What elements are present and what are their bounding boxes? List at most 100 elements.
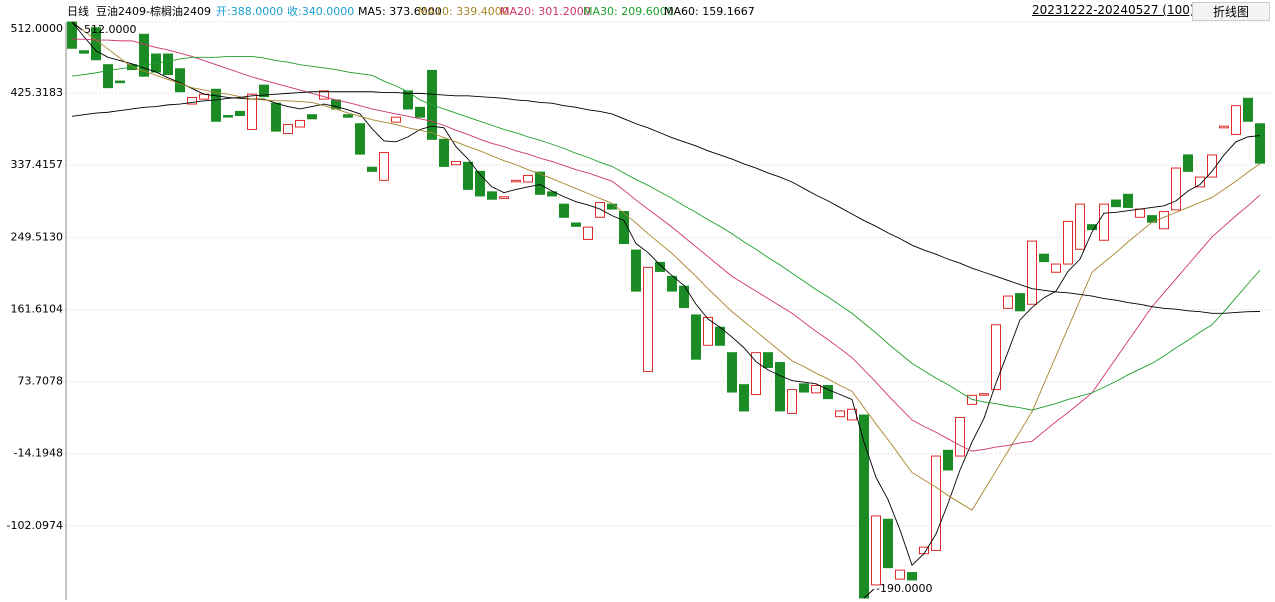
close-label: 收:340.0000 bbox=[287, 4, 354, 18]
candle bbox=[643, 266, 653, 373]
y-tick-label: -102.0974 bbox=[7, 519, 63, 532]
candle bbox=[391, 116, 401, 123]
candle bbox=[1135, 208, 1145, 218]
candle bbox=[1123, 193, 1133, 208]
candle bbox=[955, 416, 965, 457]
candle bbox=[727, 352, 737, 393]
candle bbox=[415, 106, 425, 118]
date-range: 20231222-20240527 (100) bbox=[1032, 3, 1195, 17]
candle bbox=[703, 316, 713, 346]
candle bbox=[691, 314, 701, 360]
candle bbox=[1003, 295, 1013, 309]
ma-label: MA10: 339.4000 bbox=[418, 5, 509, 18]
candle bbox=[403, 90, 413, 110]
candle bbox=[655, 261, 665, 272]
ma-line bbox=[71, 21, 1261, 566]
candle bbox=[535, 171, 545, 195]
candle bbox=[799, 383, 809, 393]
symbol: 豆油2409-棕榈油2409 bbox=[96, 4, 211, 18]
candle bbox=[907, 572, 917, 581]
candle bbox=[679, 285, 689, 309]
candle bbox=[1051, 263, 1061, 273]
candle bbox=[811, 384, 821, 394]
candle bbox=[1099, 203, 1109, 241]
ma-line bbox=[71, 21, 1261, 511]
candle bbox=[79, 50, 89, 54]
candle bbox=[187, 96, 197, 105]
candle bbox=[367, 166, 377, 172]
y-tick-label: 249.5130 bbox=[11, 230, 64, 243]
candle bbox=[1111, 199, 1121, 208]
candle bbox=[619, 211, 629, 245]
candle bbox=[295, 119, 305, 128]
candle bbox=[1231, 105, 1241, 135]
ma-label: MA60: 159.1667 bbox=[664, 5, 755, 18]
ma-label: MA20: 301.2000 bbox=[500, 5, 591, 18]
period: 日线 bbox=[67, 4, 89, 18]
candle bbox=[1075, 203, 1085, 250]
candle bbox=[1015, 293, 1025, 312]
candle bbox=[175, 68, 185, 93]
candle bbox=[763, 352, 773, 368]
candle bbox=[223, 115, 233, 118]
candle bbox=[979, 393, 989, 396]
candle bbox=[547, 191, 557, 197]
candle bbox=[943, 449, 953, 471]
candle bbox=[871, 515, 881, 586]
candle bbox=[439, 138, 449, 167]
candle bbox=[1159, 211, 1169, 230]
y-tick-label: 161.6104 bbox=[11, 302, 64, 315]
candle bbox=[895, 569, 905, 580]
y-tick-label: 425.3183 bbox=[11, 86, 64, 99]
candle bbox=[631, 249, 641, 292]
candle bbox=[463, 161, 473, 190]
candle bbox=[1171, 167, 1181, 211]
candle bbox=[1183, 154, 1193, 172]
candle bbox=[1087, 224, 1097, 231]
annotation: 512.0000 bbox=[84, 23, 137, 36]
y-tick-label: -14.1948 bbox=[14, 447, 63, 460]
candle bbox=[451, 160, 461, 166]
ma-line bbox=[72, 38, 1261, 452]
candle bbox=[1219, 125, 1229, 129]
candle bbox=[115, 80, 125, 84]
ma-label: MA30: 209.6000 bbox=[583, 5, 674, 18]
candle bbox=[1207, 154, 1217, 178]
candle bbox=[835, 410, 845, 418]
candle bbox=[571, 222, 581, 227]
candle bbox=[343, 114, 353, 118]
y-tick-label: 73.7078 bbox=[18, 375, 64, 388]
candle bbox=[991, 324, 1001, 391]
candle bbox=[607, 203, 617, 210]
candle bbox=[103, 64, 113, 89]
ma-line bbox=[71, 91, 1261, 314]
candle bbox=[595, 202, 605, 218]
candle bbox=[163, 53, 173, 76]
candle bbox=[1039, 253, 1049, 263]
ma-line bbox=[71, 56, 1261, 411]
y-tick-label: 337.4157 bbox=[11, 158, 64, 171]
candle bbox=[523, 174, 533, 183]
candle bbox=[499, 196, 509, 199]
candle bbox=[247, 93, 257, 130]
candle bbox=[583, 226, 593, 240]
candle bbox=[1063, 220, 1073, 265]
annotation-arrow bbox=[863, 588, 875, 599]
candle bbox=[559, 203, 569, 218]
candle bbox=[211, 88, 221, 122]
candle bbox=[475, 170, 485, 197]
candle bbox=[511, 179, 521, 183]
candle bbox=[775, 362, 785, 412]
candle bbox=[379, 151, 389, 181]
annotation: -190.0000 bbox=[876, 582, 932, 595]
annotation-arrow bbox=[71, 21, 83, 31]
candle bbox=[283, 124, 293, 135]
candle bbox=[1255, 123, 1265, 164]
candle bbox=[823, 384, 833, 400]
line-chart-button[interactable]: 折线图 bbox=[1192, 2, 1270, 21]
ma-label: MA5: 373.6000 bbox=[358, 5, 442, 18]
candle bbox=[667, 275, 677, 292]
candle bbox=[355, 123, 365, 155]
